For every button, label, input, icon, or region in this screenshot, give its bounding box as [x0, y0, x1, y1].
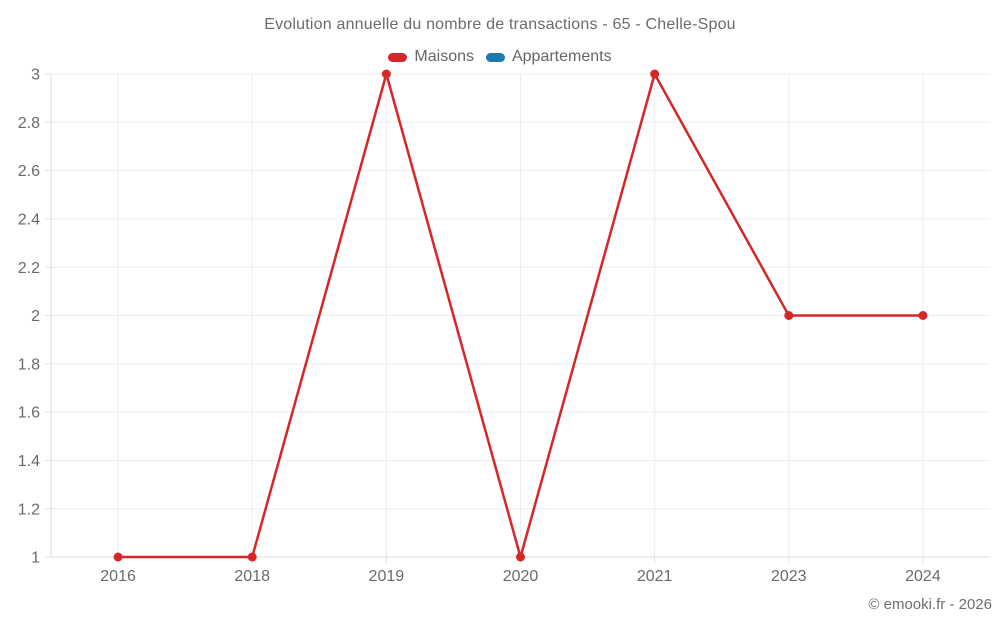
y-tick-label: 2.8	[18, 115, 40, 132]
data-point-maisons[interactable]	[784, 311, 794, 320]
chart-legend: Maisons Appartements	[0, 47, 1000, 67]
x-tick-label: 2023	[771, 568, 807, 585]
data-point-maisons[interactable]	[381, 69, 391, 79]
y-tick-label: 2	[31, 308, 40, 325]
y-tick-label: 3	[31, 67, 40, 84]
y-tick-label: 2.2	[18, 260, 40, 277]
x-tick-label: 2019	[369, 568, 405, 585]
legend-label-appartements: Appartements	[511, 48, 612, 65]
y-tick-label: 1	[31, 550, 40, 567]
maisons-swatch-icon	[388, 52, 408, 62]
y-tick-label: 1.8	[18, 356, 40, 373]
data-point-maisons[interactable]	[247, 552, 257, 562]
legend-item-maisons[interactable]: Maisons	[388, 48, 474, 66]
chart-title: Evolution annuelle du nombre de transact…	[264, 16, 736, 33]
y-tick-label: 2.6	[18, 163, 40, 180]
x-tick-label: 2020	[503, 568, 539, 585]
data-point-maisons[interactable]	[516, 552, 525, 562]
data-point-maisons[interactable]	[918, 311, 928, 320]
legend-item-appartements[interactable]: Appartements	[485, 48, 612, 66]
y-tick-label: 1.6	[18, 405, 40, 422]
data-point-maisons[interactable]	[650, 69, 660, 79]
x-tick-label: 2024	[905, 568, 941, 585]
y-tick-label: 1.4	[18, 453, 40, 470]
data-point-maisons[interactable]	[113, 552, 123, 562]
y-tick-label: 1.2	[18, 501, 40, 518]
x-tick-label: 2021	[637, 568, 673, 585]
legend-label-maisons: Maisons	[414, 48, 474, 65]
x-tick-label: 2018	[234, 568, 270, 585]
x-tick-label: 2016	[100, 568, 136, 585]
copyright-text: © emooki.fr - 2026	[868, 596, 992, 613]
y-tick-label: 2.4	[18, 212, 40, 229]
appartements-swatch-icon	[485, 52, 505, 62]
